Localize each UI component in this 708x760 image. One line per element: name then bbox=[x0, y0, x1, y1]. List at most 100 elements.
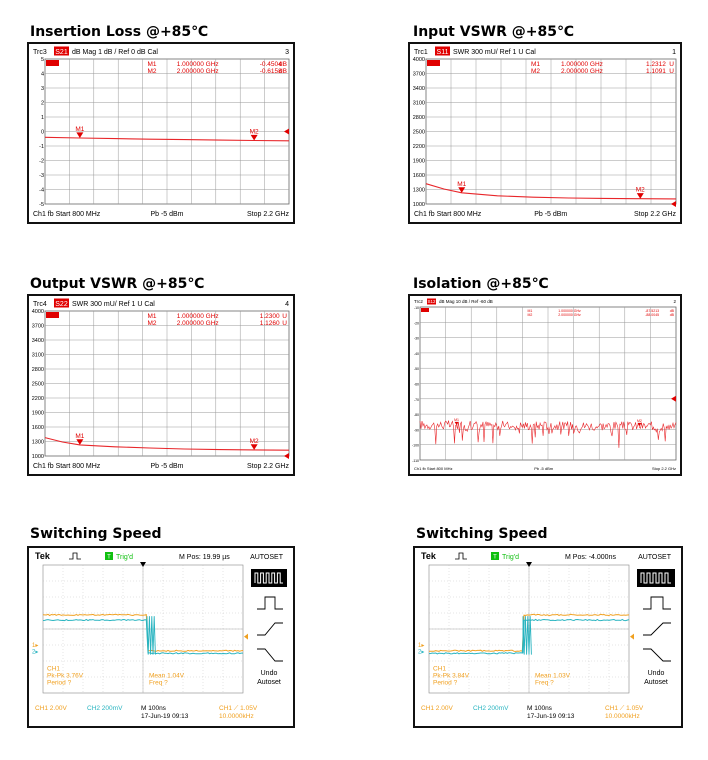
marker-triangle bbox=[454, 421, 459, 426]
meas-mean: Mean 1.04V bbox=[149, 672, 185, 679]
vna-svg: Trc2 S12 dB Mag 10 dB / Ref -60 dB 2 -10 -20… bbox=[412, 298, 676, 471]
marker-unit: dB bbox=[279, 61, 287, 68]
param-badge bbox=[54, 46, 69, 56]
marker-unit: U bbox=[282, 320, 287, 327]
y-tick-label: -30 bbox=[414, 337, 419, 341]
y-tick-label: 3400 bbox=[32, 338, 44, 344]
y-tick-label: 1000 bbox=[413, 202, 425, 208]
marker-name: M1 bbox=[147, 61, 156, 68]
meas-ch1-label: CH1 bbox=[433, 665, 446, 672]
marker-triangle bbox=[76, 132, 84, 139]
y-tick-label: 2200 bbox=[32, 396, 44, 402]
output-vswr-chart: Trc4 S22 SWR 300 mU/ Ref 1 U Cal 4 4000 3700 3… bbox=[27, 294, 295, 476]
trigger-pos-marker bbox=[526, 562, 532, 567]
tek-logo: Tek bbox=[35, 551, 51, 561]
trace-badge bbox=[427, 60, 440, 66]
footer-stop: Stop 2.2 GHz bbox=[247, 463, 290, 470]
ch2-waveform bbox=[42, 618, 243, 655]
meas-period: Period ? bbox=[433, 679, 458, 686]
trace-settings: SWR 300 mU/ Ref 1 U Cal bbox=[453, 49, 536, 56]
marker-label: M1 bbox=[75, 433, 84, 440]
ch2-marker: 2▸ bbox=[418, 649, 424, 655]
ch2-waveform bbox=[428, 618, 630, 655]
marker-name: M2 bbox=[528, 313, 533, 317]
y-tick-label: 3100 bbox=[32, 353, 44, 359]
y-tick-label: 2200 bbox=[413, 144, 425, 150]
footer-ch2-scale: CH2 200mV bbox=[473, 705, 509, 712]
footer-rate: 10.0000kHz bbox=[605, 713, 640, 720]
rising-edge-icon bbox=[643, 622, 671, 636]
scope-screen-2: Tek T Trig'd M Pos: -4.000ns AUTOSET 1▸ 2▸ CH1 P… bbox=[413, 546, 683, 728]
param-label: S21 bbox=[55, 49, 68, 56]
footer-stop: Stop 2.2 GHz bbox=[247, 211, 290, 218]
param-badge bbox=[427, 298, 436, 305]
marker-label: M2 bbox=[250, 438, 259, 445]
marker-unit: dB bbox=[670, 313, 675, 317]
square-wave-icon bbox=[254, 572, 283, 584]
data-trace bbox=[425, 183, 677, 200]
footer-ch1-scale: CH1 2.00V bbox=[35, 705, 67, 712]
input-vswr-chart: Trc1 S11 SWR 300 mU/ Ref 1 U Cal 1 4000 3700 3… bbox=[408, 42, 682, 224]
trig-letter: T bbox=[107, 555, 111, 561]
footer-ch1-scale: CH1 2.00V bbox=[421, 705, 453, 712]
trace-settings: dB Mag 10 dB / Ref -60 dB bbox=[439, 299, 493, 304]
rising-edge-icon bbox=[257, 622, 283, 636]
marker-value: -0.6158 bbox=[260, 68, 282, 75]
footer-date: 17-Jun-19 09:13 bbox=[141, 713, 189, 720]
marker-value: -88.0045 bbox=[645, 313, 659, 317]
param-badge bbox=[435, 46, 450, 56]
autoset-title: AUTOSET bbox=[638, 554, 672, 561]
y-tick-label: 1900 bbox=[32, 411, 44, 417]
marker-freq: 2.000000 GHz bbox=[561, 68, 603, 75]
marker-freq: 1.000000 GHz bbox=[558, 309, 581, 313]
y-tick-label: 1 bbox=[41, 115, 44, 121]
isolation-title: Isolation @+85℃ bbox=[413, 276, 549, 292]
marker-value: -0.4504 bbox=[260, 61, 282, 68]
y-tick-label: -100 bbox=[412, 444, 419, 448]
trace-settings: SWR 300 mU/ Ref 1 U Cal bbox=[72, 301, 155, 308]
y-tick-label: 1900 bbox=[413, 159, 425, 165]
footer-ch2-scale: CH2 200mV bbox=[87, 705, 123, 712]
marker-unit: dB bbox=[279, 68, 287, 75]
footer-power: Pb -5 dBm bbox=[534, 466, 554, 471]
y-tick-label: -80 bbox=[414, 413, 419, 417]
single-cycle-icon bbox=[643, 596, 671, 610]
y-tick-label: 3 bbox=[41, 86, 44, 92]
marker-freq: 2.000000 GHz bbox=[558, 313, 581, 317]
vna-svg: Trc4 S22 SWR 300 mU/ Ref 1 U Cal 4 4000 3700 3… bbox=[32, 298, 290, 470]
y-tick-label: 1000 bbox=[32, 454, 44, 460]
scope-svg: Tek T Trig'd M Pos: -4.000ns AUTOSET1▸2▸CH1P… bbox=[418, 551, 675, 720]
y-tick-label: -3 bbox=[39, 173, 44, 179]
acq-icon bbox=[69, 552, 81, 560]
y-tick-label: 2800 bbox=[32, 367, 44, 373]
y-tick-label: -110 bbox=[412, 459, 419, 463]
y-tick-label: 1600 bbox=[413, 173, 425, 179]
marker-name: M1 bbox=[147, 313, 156, 320]
reference-arrow bbox=[284, 453, 289, 459]
output-vswr-title: Output VSWR @+85℃ bbox=[30, 276, 205, 292]
footer-stop: Stop 2.2 GHz bbox=[652, 466, 676, 471]
trig-status: Trig'd bbox=[502, 554, 519, 561]
vna-svg: Trc3 S21 dB Mag 1 dB / Ref 0 dB Cal 3 5 4 3 2 1 0… bbox=[33, 46, 290, 218]
undo-label: Undo bbox=[648, 670, 665, 677]
trace-number: 3 bbox=[285, 49, 289, 56]
footer-trig-level: CH1 ⟋ 1.05V bbox=[219, 705, 258, 712]
scope-screen-1: Tek T Trig'd M Pos: 19.99 µs AUTOSET 1▸ 2▸ CH1 P… bbox=[27, 546, 295, 728]
y-tick-label: 1300 bbox=[413, 188, 425, 194]
square-wave-icon bbox=[640, 572, 671, 584]
marker-name: M2 bbox=[147, 68, 156, 75]
trace-name: Trc3 bbox=[33, 49, 47, 56]
trace-name: Trc1 bbox=[414, 49, 428, 56]
marker-label: M2 bbox=[636, 187, 645, 194]
marker-freq: 1.000000 GHz bbox=[177, 313, 219, 320]
footer-start: Ch1 fb Start 800 MHz bbox=[414, 211, 482, 218]
y-tick-label: -60 bbox=[414, 383, 419, 387]
y-tick-label: 4000 bbox=[413, 57, 425, 63]
trigger-pos-marker bbox=[140, 562, 146, 567]
meas-ch1-label: CH1 bbox=[47, 665, 60, 672]
tek-logo: Tek bbox=[421, 551, 437, 561]
data-trace bbox=[44, 136, 290, 142]
y-tick-label: -90 bbox=[414, 428, 419, 432]
y-tick-label: -2 bbox=[39, 159, 44, 165]
marker-unit: U bbox=[669, 61, 674, 68]
